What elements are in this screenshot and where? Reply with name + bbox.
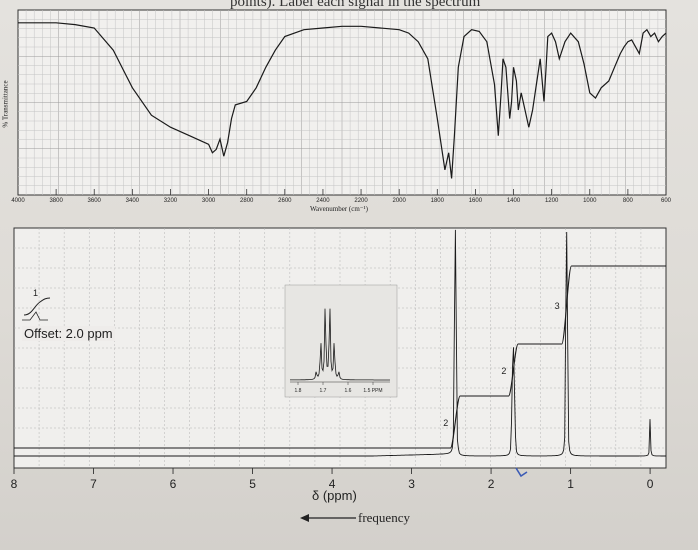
nmr-tick-label: 5 bbox=[249, 477, 256, 491]
nmr-tick-label: 3 bbox=[408, 477, 415, 491]
nmr-inset: 1.8 1.7 1.6 1.5 PPM bbox=[284, 284, 398, 398]
ir-spectrum-chart: 4000 3800 3600 3400 3200 3000 2800 2600 2400 2200… bbox=[11, 9, 672, 204]
nmr-tick-label: 1 bbox=[567, 477, 574, 491]
ir-grid bbox=[18, 10, 666, 195]
nmr-x-ticks: 8 7 6 5 4 3 2 1 0 bbox=[11, 468, 654, 491]
question-caption: points). Label each signal in the spectr… bbox=[230, 0, 481, 10]
ir-tick-label: 4000 bbox=[11, 198, 25, 204]
inset-multiplet-line bbox=[290, 308, 390, 381]
nmr-integration-labels: 2 2 3 bbox=[443, 301, 559, 428]
offset-label: Offset: 2.0 ppm bbox=[22, 326, 115, 341]
ir-x-axis-label: Wavenumber (cm⁻¹) bbox=[310, 205, 368, 213]
ir-tick-label: 2400 bbox=[316, 198, 330, 204]
ir-tick-label: 800 bbox=[623, 198, 634, 204]
ir-tick-label: 2200 bbox=[354, 198, 368, 204]
inset-tick-label: 1.8 bbox=[295, 388, 302, 394]
ir-tick-label: 2600 bbox=[278, 198, 292, 204]
ir-tick-label: 3200 bbox=[164, 198, 178, 204]
ir-tick-label: 1600 bbox=[469, 198, 483, 204]
inset-tick-label: 1.6 bbox=[345, 388, 352, 394]
ir-tick-label: 1400 bbox=[507, 198, 521, 204]
nmr-direction-label: frequency bbox=[358, 510, 410, 525]
nmr-tick-label: 8 bbox=[11, 477, 18, 491]
pen-mark-icon bbox=[515, 467, 528, 478]
nmr-integration-label: 2 bbox=[443, 418, 448, 428]
offset-peak-mark bbox=[22, 311, 48, 321]
ir-tick-label: 2000 bbox=[392, 198, 406, 204]
nmr-tick-label: 4 bbox=[329, 477, 336, 491]
nmr-tick-label: 2 bbox=[488, 477, 495, 491]
ir-x-ticks: 4000 3800 3600 3400 3200 3000 2800 2600 2400 2200… bbox=[11, 189, 672, 204]
inset-tick-label: 1.5 PPM bbox=[363, 388, 382, 394]
nmr-spectrum-chart: 8 7 6 5 4 3 2 1 0 2 2 3 1.8 1.7 1.6 1.5 PPM 1 bbox=[11, 227, 667, 491]
nmr-x-axis-label: δ (ppm) bbox=[312, 488, 357, 503]
ir-tick-label: 1000 bbox=[583, 198, 597, 204]
ir-tick-label: 600 bbox=[661, 198, 672, 204]
ir-tick-label: 1200 bbox=[545, 198, 559, 204]
ir-tick-label: 1800 bbox=[431, 198, 445, 204]
nmr-spectrum-line bbox=[14, 229, 666, 457]
frequency-arrow-icon bbox=[300, 514, 356, 522]
ir-transmittance-line bbox=[18, 22, 667, 179]
offset-integral-label: 1 bbox=[33, 288, 38, 298]
offset-integral-mark bbox=[23, 297, 51, 316]
inset-x-ticks: 1.8 1.7 1.6 1.5 PPM bbox=[290, 381, 390, 394]
nmr-tick-label: 0 bbox=[647, 477, 654, 491]
ir-tick-label: 3000 bbox=[202, 198, 216, 204]
ir-tick-label: 3800 bbox=[49, 198, 63, 204]
inset-tick-label: 1.7 bbox=[320, 388, 327, 394]
ir-tick-label: 2800 bbox=[240, 198, 254, 204]
nmr-tick-label: 7 bbox=[90, 477, 97, 491]
nmr-integration-label: 2 bbox=[501, 366, 506, 376]
ir-tick-label: 3600 bbox=[88, 198, 102, 204]
nmr-tick-label: 6 bbox=[170, 477, 177, 491]
nmr-integration-label: 3 bbox=[555, 301, 560, 311]
ir-y-axis-label: % Transmittance bbox=[1, 80, 10, 128]
ir-tick-label: 3400 bbox=[126, 198, 140, 204]
